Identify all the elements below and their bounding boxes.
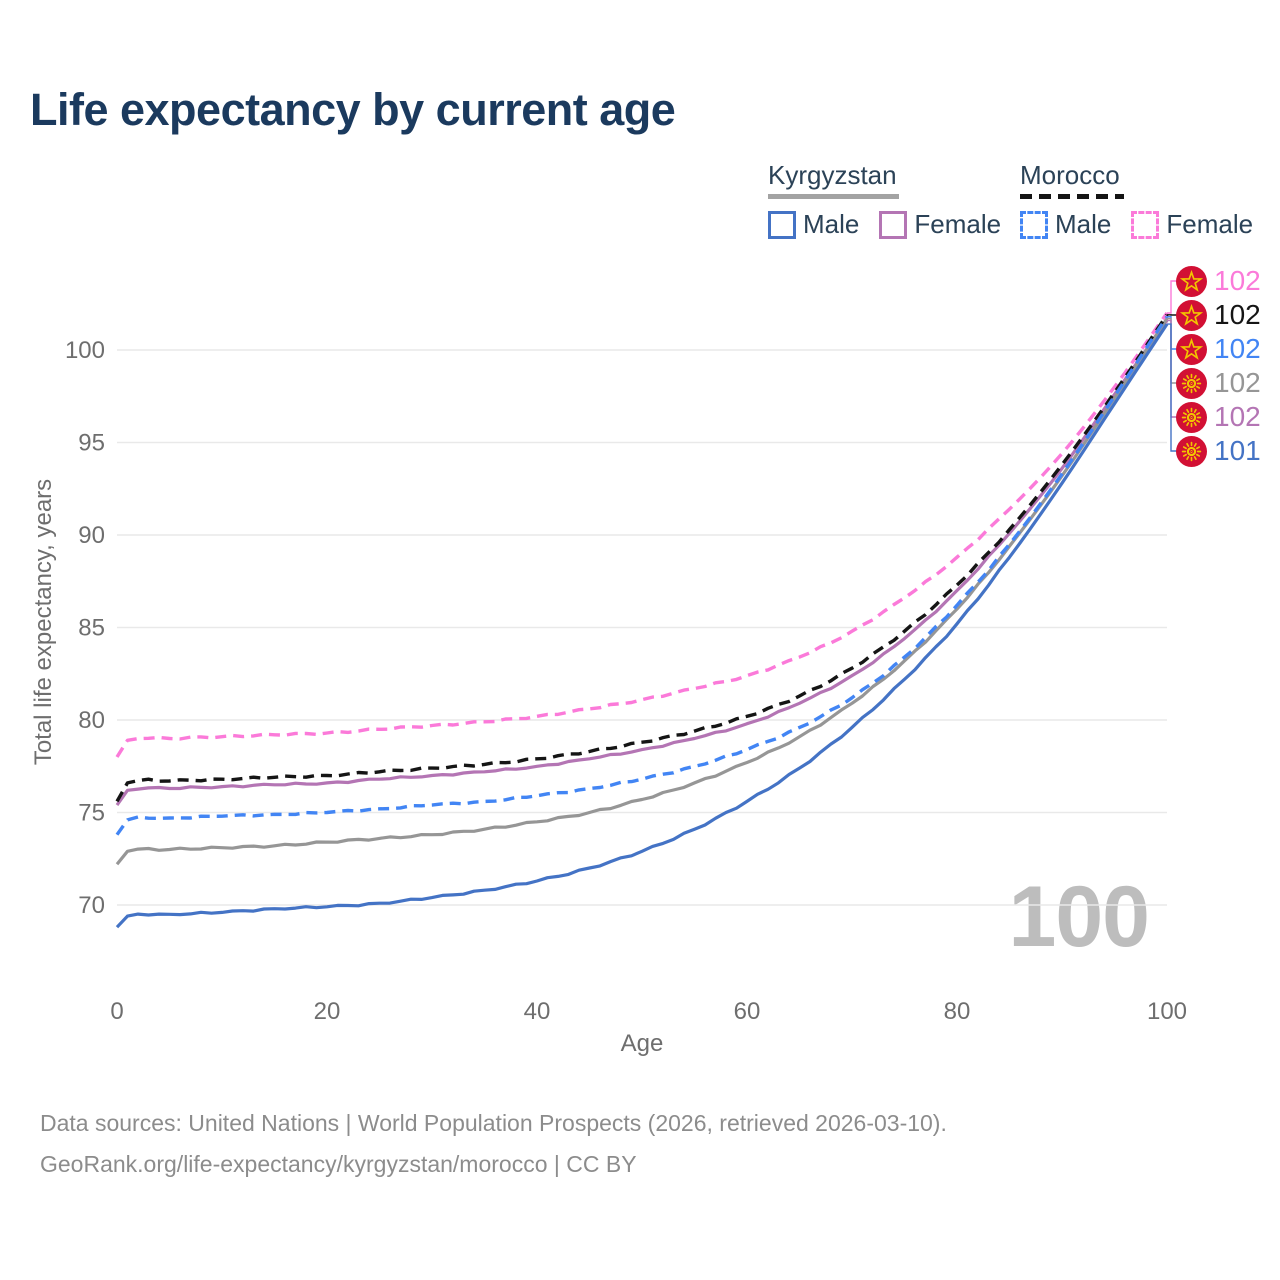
x-tick-label-60: 60 — [734, 998, 761, 1025]
legend-label-kyrgyzstan-female[interactable]: Female — [914, 209, 1002, 239]
line-kyrgyzstan[interactable] — [115, 317, 1169, 866]
morocco-flag-icon — [1176, 299, 1207, 331]
x-tick-label-100: 100 — [1147, 998, 1187, 1025]
morocco-flag-icon — [1176, 333, 1207, 365]
end-label-value: 102 — [1214, 333, 1261, 364]
y-tick-label-100: 100 — [65, 337, 105, 364]
y-tick-label-70: 70 — [78, 892, 105, 919]
end-label-value: 102 — [1214, 265, 1261, 296]
line-kyrgyzstan-male[interactable] — [115, 323, 1169, 929]
legend-group-kyrgyzstan: Kyrgyzstan Male Female — [768, 160, 1021, 240]
legend-swatch-kyrgyzstan-female[interactable] — [879, 210, 908, 239]
end-label-value: 102 — [1214, 367, 1261, 398]
y-tick-label-75: 75 — [78, 800, 105, 827]
end-label-row: 102 — [1176, 333, 1261, 365]
end-label-row: 101 — [1176, 435, 1261, 467]
end-label-value: 102 — [1214, 401, 1261, 432]
y-axis-title: Total life expectancy, years — [30, 478, 57, 766]
legend-swatch-kyrgyzstan-male[interactable] — [768, 210, 796, 239]
current-age-watermark: 100 — [1008, 869, 1150, 965]
morocco-flag-icon — [1176, 265, 1207, 297]
footer: Data sources: United Nations | World Pop… — [40, 1103, 947, 1185]
x-tick-label-40: 40 — [524, 998, 551, 1025]
legend-label-morocco-male[interactable]: Male — [1055, 209, 1112, 239]
line-morocco-female[interactable] — [115, 312, 1169, 758]
kyrgyzstan-flag-icon — [1176, 401, 1207, 433]
end-label-value: 102 — [1214, 299, 1261, 330]
kyrgyzstan-flag-icon — [1176, 367, 1207, 399]
legend-label-morocco-female[interactable]: Female — [1166, 209, 1254, 239]
line-kyrgyzstan-female[interactable] — [115, 319, 1169, 807]
legend-group-morocco: Morocco Male Female — [1020, 160, 1273, 240]
kyrgyzstan-solid-line-key — [768, 194, 899, 199]
legend-label-kyrgyzstan-male[interactable]: Male — [803, 209, 860, 239]
x-tick-label-80: 80 — [944, 998, 971, 1025]
legend-country-kyrgyzstan[interactable]: Kyrgyzstan — [768, 160, 897, 190]
y-tick-label-90: 90 — [78, 522, 105, 549]
legend-swatch-morocco-male[interactable] — [1020, 210, 1048, 239]
footer-attribution[interactable]: GeoRank.org/life-expectancy/kyrgyzstan/m… — [40, 1151, 637, 1177]
legend-country-morocco[interactable]: Morocco — [1020, 160, 1120, 190]
footer-data-sources: Data sources: United Nations | World Pop… — [40, 1110, 947, 1136]
x-tick-label-20: 20 — [314, 998, 341, 1025]
y-tick-label-85: 85 — [78, 615, 105, 642]
kyrgyzstan-flag-icon — [1176, 435, 1207, 467]
page-title: Life expectancy by current age — [30, 84, 676, 135]
y-tick-label-95: 95 — [78, 430, 105, 457]
x-tick-label-0: 0 — [110, 998, 123, 1025]
morocco-dashed-line-key — [1020, 194, 1124, 199]
line-morocco[interactable] — [115, 313, 1169, 803]
end-label-row: 102 — [1176, 401, 1261, 433]
y-tick-label-80: 80 — [78, 707, 105, 734]
x-axis-title: Age — [620, 1030, 664, 1057]
end-label-row: 102 — [1176, 299, 1261, 331]
end-label-row: 102 — [1176, 265, 1261, 297]
end-label-value: 101 — [1214, 435, 1261, 466]
legend-swatch-morocco-female[interactable] — [1131, 210, 1160, 239]
line-morocco-male[interactable] — [115, 315, 1169, 836]
end-label-row: 102 — [1176, 367, 1261, 399]
